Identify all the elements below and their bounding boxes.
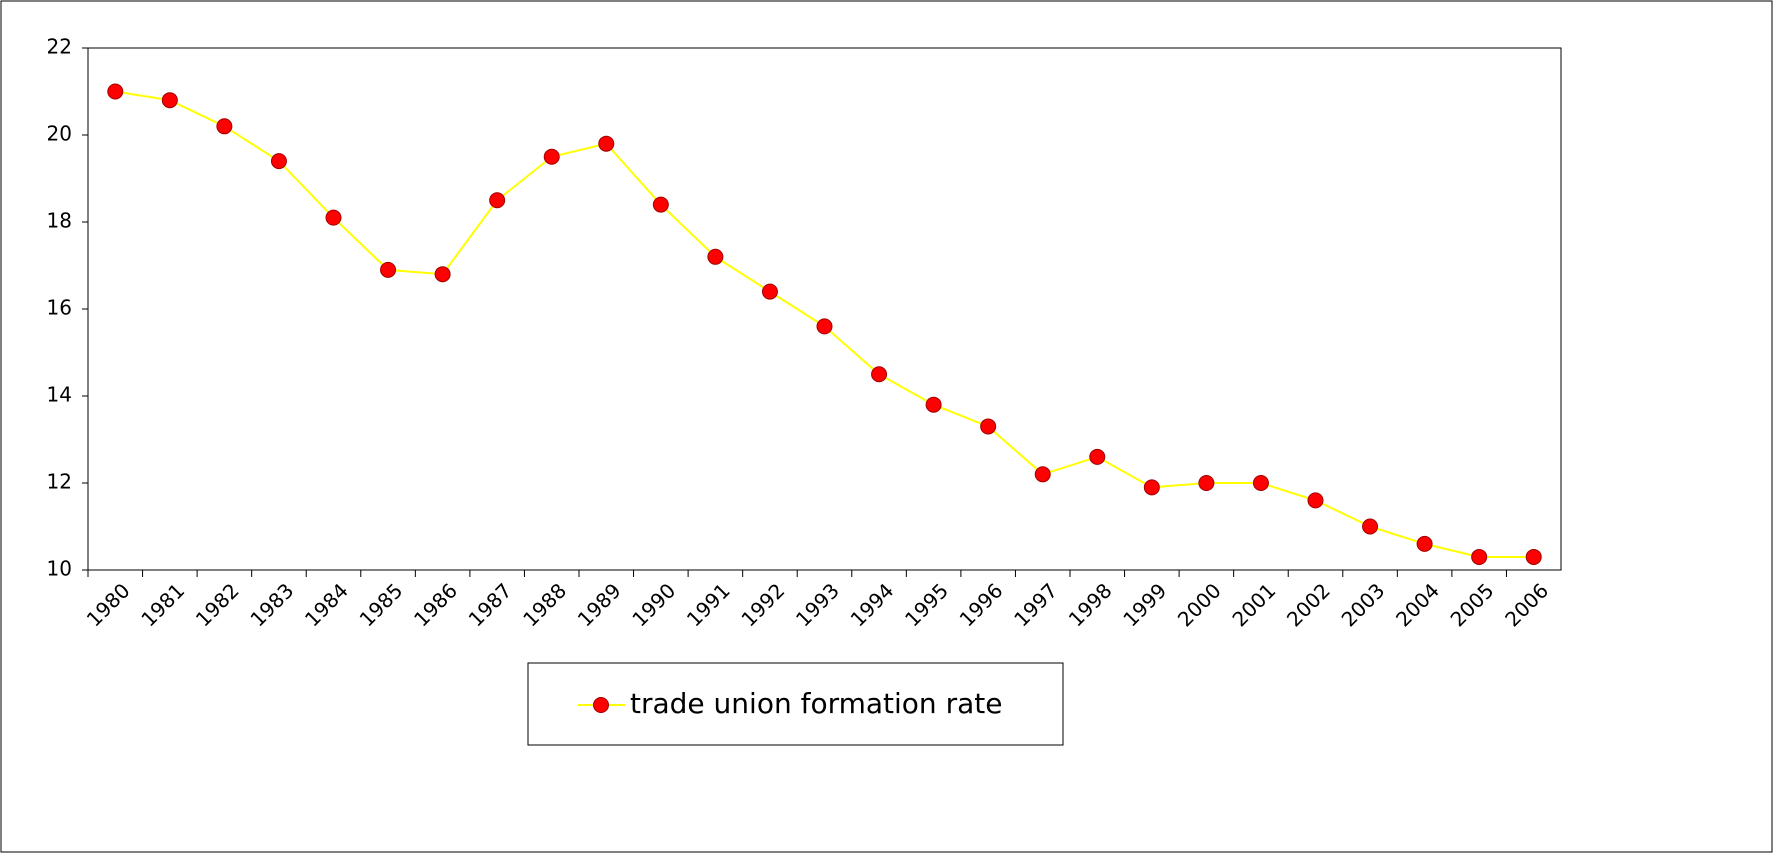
point-marker <box>380 261 397 278</box>
point-marker <box>980 418 997 435</box>
point-marker <box>761 283 778 300</box>
point-marker <box>598 135 615 152</box>
y-tick-label: 10 <box>47 557 72 581</box>
point-marker <box>1143 479 1160 496</box>
point-marker <box>325 209 342 226</box>
point-marker <box>816 318 833 335</box>
point-marker <box>652 196 669 213</box>
point-marker <box>1252 475 1269 491</box>
point-marker <box>434 266 451 283</box>
y-tick-label: 12 <box>47 470 72 494</box>
y-tick-label: 16 <box>47 296 72 320</box>
point-marker <box>1362 518 1379 535</box>
point-marker <box>107 83 124 100</box>
point-marker <box>161 92 178 109</box>
point-marker <box>489 192 506 209</box>
y-tick-label: 18 <box>47 209 72 233</box>
point-marker <box>1525 548 1542 565</box>
point-marker <box>1089 448 1106 465</box>
y-tick-label: 14 <box>47 383 72 407</box>
point-marker <box>871 366 888 383</box>
legend-label: trade union formation rate <box>630 687 1002 720</box>
point-marker <box>216 118 233 135</box>
legend-marker <box>593 697 609 713</box>
point-marker <box>707 248 724 265</box>
plot-area <box>87 47 1562 571</box>
point-marker <box>1307 492 1324 509</box>
point-marker <box>1416 535 1433 552</box>
point-marker <box>1471 548 1488 565</box>
point-marker <box>1034 466 1051 483</box>
point-marker <box>543 148 560 165</box>
point-marker <box>1198 475 1215 491</box>
y-tick-label: 22 <box>47 35 72 59</box>
point-marker <box>270 153 287 170</box>
point-marker <box>925 396 942 413</box>
y-tick-label: 20 <box>47 122 72 146</box>
